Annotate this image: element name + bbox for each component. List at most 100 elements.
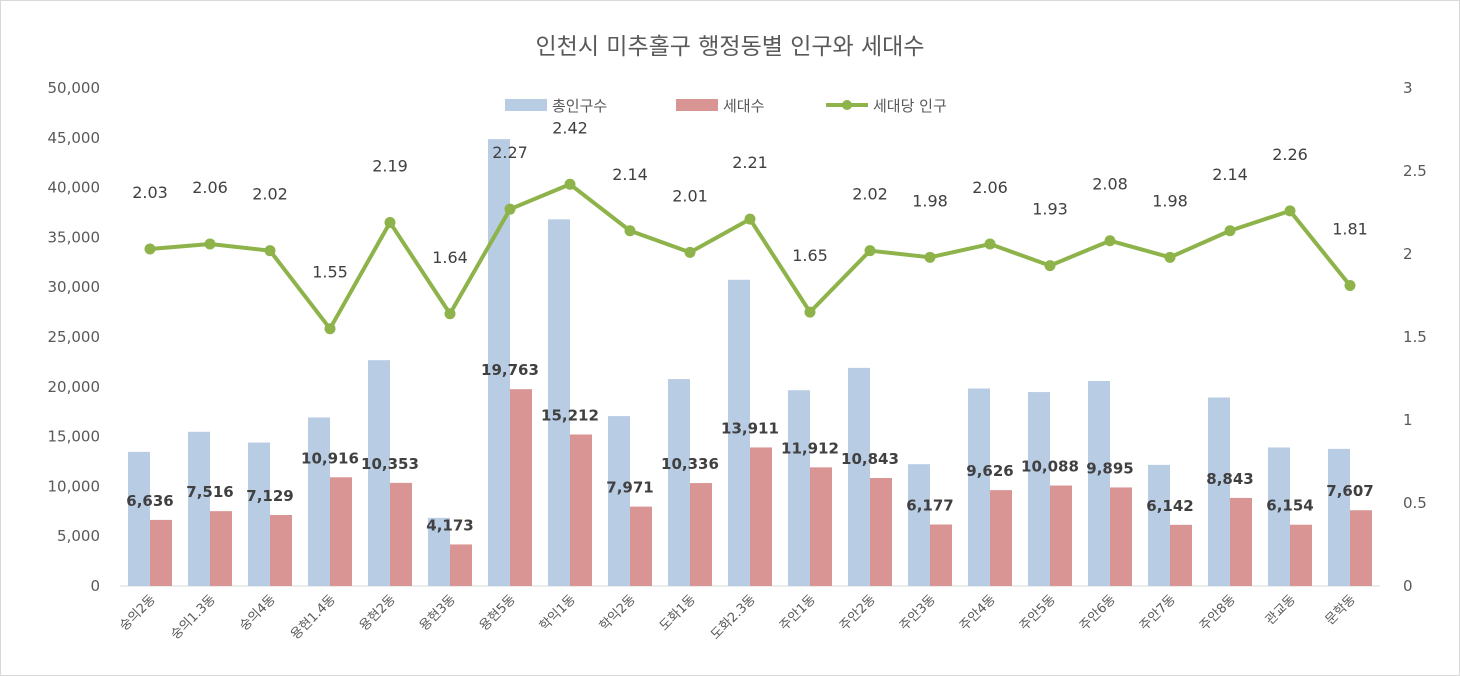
y-left-tick-label: 30,000 [48,278,101,296]
ratio-point [1344,280,1356,292]
bars [128,139,1372,586]
y-right-tick-label: 1 [1403,411,1413,429]
x-category-label: 학익1동 [537,592,579,634]
household-bar [270,514,292,586]
y-right-tick-label: 1.5 [1403,328,1427,346]
household-data-label: 8,843 [1206,470,1253,488]
ratio-data-label: 2.27 [492,143,528,162]
household-data-label: 9,895 [1086,459,1133,477]
household-bar [390,482,412,586]
household-bar [1050,485,1072,586]
population-bar [908,464,930,586]
ratio-data-label: 1.65 [792,246,828,265]
ratio-point [144,243,156,255]
legend: 총인구수 세대수 세대당 인구 [505,97,947,115]
ratio-point [1224,225,1236,237]
y-left-tick-label: 10,000 [48,477,101,495]
population-bar [428,517,450,586]
household-bar [1350,510,1372,586]
ratio-point [1164,251,1176,263]
population-bar [968,388,990,586]
y-right-tick-label: 2.5 [1403,162,1427,180]
ratio-data-label: 2.02 [252,185,288,204]
ratio-point [1044,260,1056,272]
ratio-data-label: 1.64 [432,248,468,267]
x-category-label: 주안7동 [1137,592,1179,634]
ratio-point [984,238,996,250]
y-left-tick-label: 20,000 [48,378,101,396]
ratio-point [444,308,456,320]
line-series [144,178,1356,335]
ratio-data-label: 2.01 [672,186,708,205]
x-category-label: 숭의2동 [117,592,159,634]
household-bar [570,434,592,586]
legend-label: 세대수 [723,97,764,115]
population-bar [1148,464,1170,586]
household-data-label: 15,212 [541,406,599,424]
ratio-data-label: 2.06 [192,178,228,197]
household-data-label: 6,636 [126,492,173,510]
household-data-label: 10,336 [661,455,719,473]
legend-label: 총인구수 [552,97,607,115]
population-bar [1088,381,1110,586]
ratio-data-label: 1.81 [1332,220,1368,239]
x-category-label: 용현5동 [477,592,519,634]
household-data-label: 7,516 [186,483,233,501]
y-right-tick-label: 3 [1403,79,1413,97]
household-bar [330,477,352,586]
legend-swatch [505,99,547,111]
legend-line-marker [842,100,852,110]
household-bar [750,447,772,586]
ratio-point [1104,235,1116,247]
x-category-label: 숭의1.3동 [168,592,219,643]
ratio-point [744,213,756,225]
household-bar [510,389,532,586]
population-bar [548,219,570,586]
household-bar [1170,524,1192,586]
x-category-label: 문학동 [1323,592,1359,628]
x-category-label: 도화1동 [657,592,699,634]
household-data-label: 6,142 [1146,497,1193,515]
y-right-tick-label: 0 [1403,577,1413,595]
y-left-tick-label: 35,000 [48,228,101,246]
household-data-label: 10,088 [1021,458,1079,476]
ratio-point [264,245,276,257]
y-left-tick-label: 40,000 [48,179,101,197]
ratio-data-label: 1.98 [1152,191,1188,210]
household-data-label: 9,626 [966,462,1013,480]
population-bar [188,431,210,586]
x-category-label: 주안1동 [777,592,819,634]
y-left-tick-label: 25,000 [48,328,101,346]
ratio-data-label: 1.55 [312,263,348,282]
ratio-data-label: 2.03 [132,183,168,202]
household-data-label: 10,916 [301,449,359,467]
ratio-point [684,246,696,258]
population-bar [488,139,510,586]
ratio-point [624,225,636,237]
household-bar [1110,487,1132,586]
ratio-data-label: 2.26 [1272,145,1308,164]
population-bar [248,442,270,586]
household-bar [990,490,1012,586]
household-data-label: 6,154 [1266,497,1313,515]
ratio-point [384,216,396,228]
ratio-data-label: 2.42 [552,118,588,137]
household-data-label: 4,173 [426,516,473,534]
ratio-point [924,251,936,263]
household-bar [1230,497,1252,586]
x-category-label: 주안8동 [1197,592,1239,634]
ratio-point [864,245,876,257]
household-data-label: 13,911 [721,419,779,437]
y-left-tick-label: 0 [90,577,100,595]
household-data-label: 7,971 [606,479,653,497]
population-bar [368,360,390,586]
ratio-point [204,238,216,250]
ratio-data-label: 1.98 [912,191,948,210]
household-data-label: 7,129 [246,487,293,505]
household-bar [450,544,472,586]
ratio-point [324,323,336,335]
population-bar [668,379,690,586]
population-bar [1208,397,1230,586]
ratio-data-label: 2.19 [372,156,408,175]
